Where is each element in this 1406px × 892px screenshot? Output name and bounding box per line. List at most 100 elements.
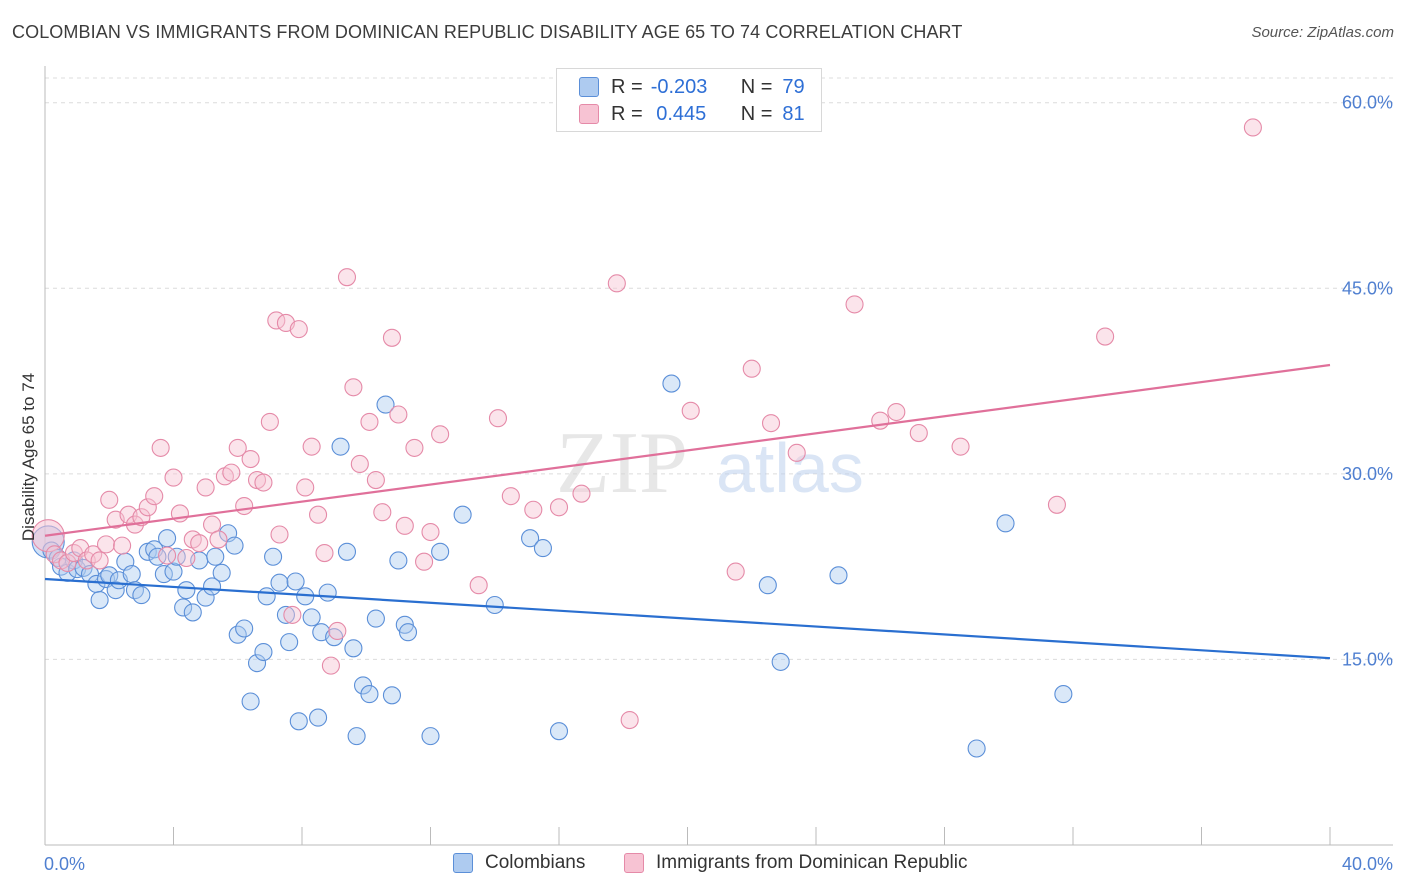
x-tick-label: 40.0% bbox=[1342, 854, 1393, 874]
data-point bbox=[347, 727, 366, 746]
data-point bbox=[302, 437, 321, 456]
data-point bbox=[524, 500, 543, 519]
data-point bbox=[1047, 495, 1066, 514]
data-point bbox=[389, 405, 408, 424]
data-point bbox=[177, 581, 196, 600]
data-point bbox=[247, 654, 267, 673]
data-point bbox=[758, 576, 777, 595]
y-axis-title: Disability Age 65 to 74 bbox=[19, 373, 38, 541]
chart-title: COLOMBIAN VS IMMIGRANTS FROM DOMINICAN R… bbox=[12, 22, 963, 42]
data-point bbox=[1096, 327, 1115, 346]
legend-item-dominican[interactable]: Immigrants from Dominican Republic bbox=[624, 852, 968, 874]
data-point bbox=[158, 546, 177, 565]
data-point bbox=[257, 587, 276, 606]
data-point bbox=[382, 686, 402, 705]
data-point bbox=[549, 722, 569, 741]
watermark-zip: ZIP bbox=[556, 415, 688, 512]
legend-item-colombians[interactable]: Colombians bbox=[453, 852, 585, 874]
series-legend: Colombians Immigrants from Dominican Rep… bbox=[0, 852, 1406, 878]
y-tick-label: 15.0% bbox=[1342, 649, 1393, 669]
data-point bbox=[270, 525, 289, 544]
data-point bbox=[90, 591, 109, 610]
watermark: ZIP atlas bbox=[556, 415, 864, 512]
data-point bbox=[318, 583, 337, 602]
data-point bbox=[203, 577, 222, 596]
data-point bbox=[620, 711, 639, 730]
data-point bbox=[951, 437, 970, 456]
data-point bbox=[122, 565, 141, 584]
data-point bbox=[360, 685, 379, 704]
data-point bbox=[183, 603, 202, 622]
n-value: 81 bbox=[782, 102, 805, 125]
data-point bbox=[405, 438, 424, 457]
data-point bbox=[260, 412, 279, 431]
data-point bbox=[337, 542, 357, 561]
data-point bbox=[967, 739, 986, 758]
r-label: R = bbox=[611, 75, 643, 98]
data-point bbox=[488, 409, 508, 428]
data-point bbox=[241, 449, 260, 469]
data-point bbox=[366, 471, 385, 490]
data-point bbox=[90, 551, 109, 570]
r-value: 0.445 bbox=[650, 102, 707, 125]
data-point bbox=[607, 274, 626, 293]
data-point bbox=[164, 468, 183, 487]
data-point bbox=[241, 692, 260, 711]
data-point bbox=[206, 547, 225, 566]
data-point bbox=[148, 547, 167, 566]
data-point bbox=[138, 498, 157, 517]
data-point bbox=[337, 268, 357, 287]
data-point bbox=[533, 539, 552, 558]
data-point bbox=[296, 478, 315, 497]
stats-row-colombians: R = -0.203 N = 79 bbox=[579, 75, 805, 99]
data-point bbox=[302, 608, 321, 627]
data-point bbox=[421, 522, 440, 542]
data-point bbox=[726, 562, 745, 581]
data-point bbox=[469, 576, 488, 595]
stats-legend: R = -0.203 N = 79 R = 0.445 N = 81 bbox=[556, 68, 822, 132]
series-colombians bbox=[31, 374, 1073, 758]
data-point bbox=[177, 548, 196, 568]
series-dominican bbox=[31, 118, 1262, 730]
data-point bbox=[289, 712, 308, 731]
data-point bbox=[151, 438, 170, 457]
data-point bbox=[100, 490, 119, 509]
data-point bbox=[344, 639, 363, 658]
trend-lines bbox=[44, 363, 1331, 660]
legend-label: Immigrants from Dominican Republic bbox=[656, 852, 968, 873]
data-point bbox=[382, 328, 402, 347]
data-point bbox=[328, 621, 347, 641]
data-point bbox=[398, 623, 418, 642]
data-point bbox=[164, 562, 183, 581]
data-point bbox=[360, 412, 379, 431]
data-point bbox=[254, 642, 273, 662]
data-point bbox=[235, 619, 254, 638]
data-point bbox=[909, 423, 928, 443]
data-point bbox=[501, 487, 520, 506]
data-point bbox=[309, 708, 328, 727]
data-point bbox=[742, 359, 761, 378]
y-tick-label: 60.0% bbox=[1342, 93, 1393, 113]
data-point bbox=[761, 414, 781, 433]
data-point bbox=[453, 505, 472, 524]
data-point bbox=[681, 401, 700, 420]
legend-swatch-pink bbox=[579, 104, 599, 124]
data-point bbox=[289, 320, 308, 339]
source-label: Source: ZipAtlas.com bbox=[1251, 24, 1394, 41]
data-point bbox=[366, 609, 385, 628]
y-tick-label: 45.0% bbox=[1342, 278, 1393, 298]
data-point bbox=[106, 581, 125, 600]
data-point bbox=[254, 473, 273, 492]
x-tick-label: 0.0% bbox=[44, 854, 85, 874]
legend-swatch-pink bbox=[624, 853, 644, 873]
data-point bbox=[395, 516, 414, 535]
data-point bbox=[572, 484, 591, 503]
data-point bbox=[167, 547, 186, 566]
data-point bbox=[113, 536, 132, 555]
data-point bbox=[145, 487, 164, 506]
data-point bbox=[421, 727, 440, 746]
trend-line bbox=[44, 363, 1331, 537]
data-point bbox=[845, 295, 864, 314]
data-point bbox=[228, 438, 247, 457]
